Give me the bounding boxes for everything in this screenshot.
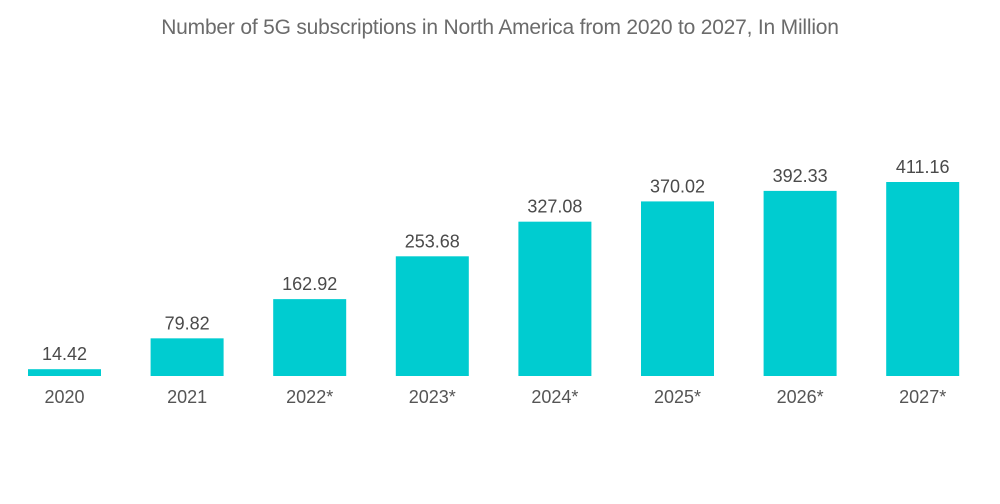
x-tick-label: 2025*	[654, 387, 701, 407]
value-label: 253.68	[405, 231, 460, 251]
value-label: 14.42	[42, 344, 87, 364]
x-tick-label: 2023*	[409, 387, 456, 407]
bar-2023-forecast	[395, 256, 469, 376]
x-tick-label: 2027*	[899, 387, 946, 407]
bar-2027-forecast	[886, 182, 960, 376]
chart-title: Number of 5G subscriptions in North Amer…	[161, 16, 839, 39]
x-tick-label: 2022*	[286, 387, 333, 407]
x-tick-label: 2024*	[531, 387, 578, 407]
x-tick-label: 2020	[44, 387, 84, 407]
bar-2025-forecast	[641, 201, 714, 376]
value-label: 392.33	[773, 166, 828, 186]
value-label: 162.92	[282, 274, 337, 294]
value-label: 370.02	[650, 176, 705, 196]
x-tick-label: 2026*	[777, 387, 824, 407]
value-label: 327.08	[527, 197, 582, 217]
value-label: 79.82	[165, 313, 210, 333]
bar-2022-forecast	[273, 299, 347, 376]
x-tick-label: 2021	[167, 387, 207, 407]
bar-2021	[150, 338, 224, 376]
bar-2020	[28, 369, 101, 376]
value-label: 411.16	[896, 157, 950, 177]
bar-2024-forecast	[518, 221, 592, 376]
bar-2026-forecast	[763, 190, 837, 376]
